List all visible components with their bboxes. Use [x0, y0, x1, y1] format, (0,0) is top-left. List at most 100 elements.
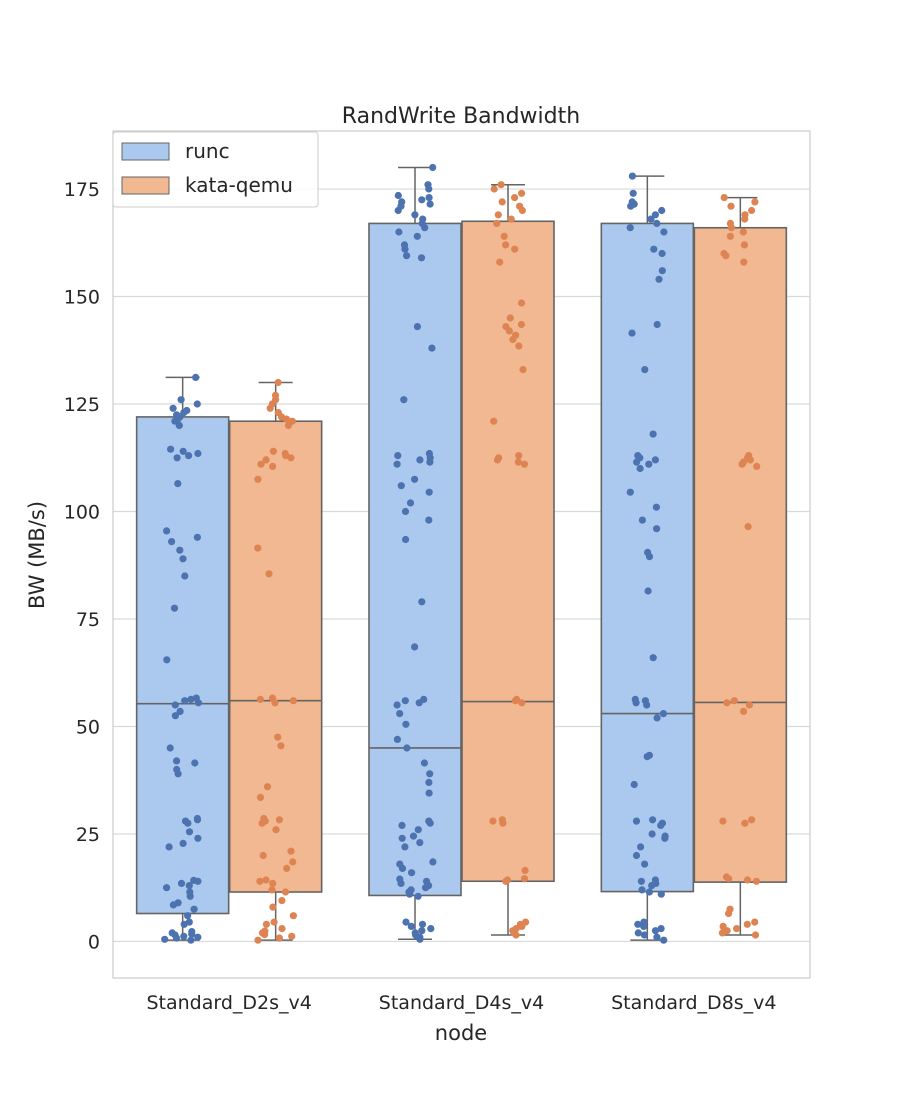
point-runc [429, 163, 437, 172]
point-runc [192, 694, 200, 702]
point-runc [631, 695, 639, 704]
point-runc [171, 701, 179, 709]
point-runc [658, 819, 667, 827]
point-runc [396, 710, 404, 718]
point-runc [403, 252, 411, 260]
point-runc [626, 488, 634, 496]
point-kata-qemu [513, 695, 521, 704]
point-kata-qemu [506, 314, 514, 322]
point-runc [396, 875, 404, 883]
point-kata-qemu [489, 817, 497, 825]
point-runc [188, 928, 196, 936]
point-kata-qemu [520, 460, 529, 468]
point-kata-qemu [270, 918, 278, 926]
point-runc [651, 456, 660, 464]
point-kata-qemu [511, 331, 520, 339]
point-runc [168, 929, 176, 937]
point-kata-qemu [743, 920, 751, 928]
point-runc [193, 400, 201, 408]
point-runc [658, 249, 666, 258]
point-runc [419, 215, 427, 223]
point-runc [168, 538, 176, 546]
x-tick-labels: Standard_D2s_v4 Standard_D4s_v4 Standard_D… [146, 992, 776, 1014]
point-runc [183, 406, 191, 415]
point-kata-qemu [741, 211, 749, 219]
point-runc [173, 765, 181, 774]
box-runc-Standard_D4s_v4 [368, 166, 462, 941]
point-runc [645, 460, 653, 468]
point-kata-qemu [269, 447, 277, 455]
y-tick-0: 0 [88, 931, 100, 953]
chart-title: RandWrite Bandwidth [342, 104, 580, 129]
point-kata-qemu [751, 918, 759, 926]
point-kata-qemu [269, 879, 277, 888]
x-tick-Standard_D2s_v4: Standard_D2s_v4 [146, 992, 311, 1014]
point-kata-qemu [259, 851, 267, 860]
point-runc [401, 843, 409, 851]
point-kata-qemu [748, 816, 756, 824]
point-runc [651, 876, 660, 884]
point-runc [634, 929, 642, 937]
point-kata-qemu [515, 452, 523, 460]
point-kata-qemu [287, 847, 295, 855]
point-runc [163, 656, 171, 664]
point-runc [416, 456, 424, 464]
point-runc [652, 503, 661, 511]
point-runc [194, 449, 202, 458]
box-kata-qemu-Standard_D2s_v4 [228, 381, 323, 941]
point-runc [638, 886, 646, 894]
point-kata-qemu [256, 793, 265, 802]
point-runc [186, 888, 194, 896]
point-kata-qemu [289, 858, 297, 866]
point-runc [393, 701, 401, 709]
point-runc [651, 927, 660, 935]
point-runc [629, 189, 637, 197]
point-runc [650, 245, 658, 253]
box-layer [135, 166, 788, 941]
point-runc [425, 789, 433, 797]
y-tick-125: 125 [64, 394, 100, 416]
point-kata-qemu [256, 877, 264, 885]
point-kata-qemu [498, 198, 506, 206]
point-kata-qemu [497, 181, 505, 189]
point-runc [177, 879, 186, 888]
point-kata-qemu [254, 544, 262, 552]
point-kata-qemu [517, 320, 526, 329]
legend-swatch-runc [121, 142, 170, 161]
point-runc [173, 757, 181, 765]
point-kata-qemu [522, 918, 530, 926]
point-kata-qemu [720, 249, 728, 258]
point-kata-qemu [274, 409, 282, 417]
point-kata-qemu [726, 905, 734, 913]
point-runc [418, 196, 426, 204]
point-kata-qemu [740, 241, 749, 249]
point-runc [660, 228, 668, 236]
point-kata-qemu [516, 202, 524, 210]
point-kata-qemu [726, 232, 735, 240]
point-kata-qemu [719, 817, 727, 825]
point-runc [181, 697, 189, 705]
point-kata-qemu [254, 936, 262, 944]
y-tick-75: 75 [76, 609, 100, 631]
point-kata-qemu [722, 873, 731, 881]
point-runc [416, 839, 424, 847]
point-runc [180, 932, 188, 940]
point-kata-qemu [518, 699, 526, 707]
point-runc [641, 366, 649, 374]
point-runc [641, 860, 649, 868]
point-runc [408, 869, 416, 877]
point-kata-qemu [281, 449, 289, 458]
box-kata-qemu-Standard_D4s_v4 [461, 183, 555, 936]
point-runc [413, 323, 421, 331]
point-runc [166, 744, 174, 752]
point-runc [425, 449, 433, 458]
point-kata-qemu [274, 378, 282, 387]
point-runc [169, 404, 177, 412]
point-runc [648, 830, 656, 838]
point-kata-qemu [502, 241, 510, 249]
point-runc [634, 920, 642, 928]
point-kata-qemu [745, 701, 754, 709]
point-runc [649, 816, 657, 824]
point-kata-qemu [498, 816, 506, 824]
